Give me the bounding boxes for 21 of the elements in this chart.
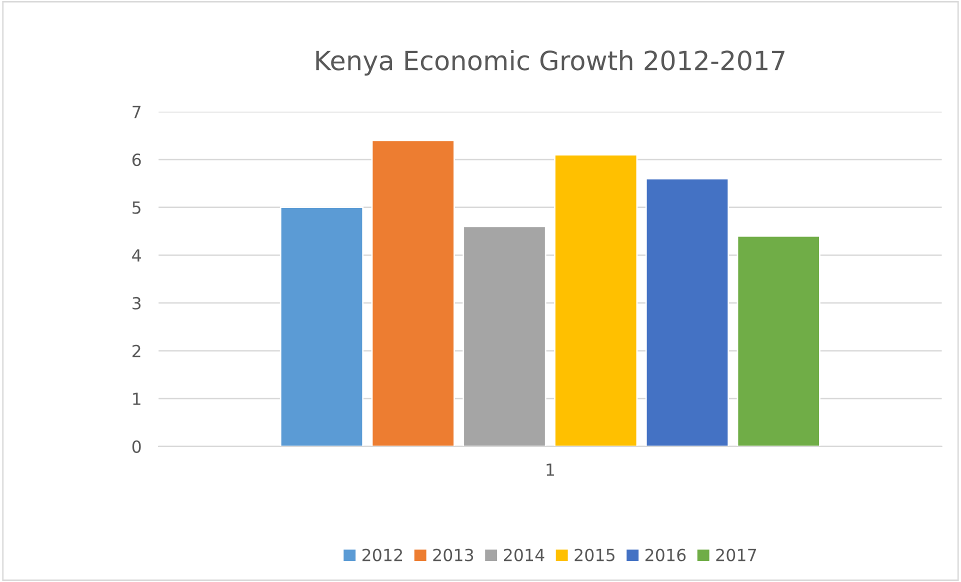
bar	[371, 140, 455, 446]
y-tick-label: 0	[132, 440, 141, 453]
legend-label: 2014	[504, 548, 544, 562]
bar	[554, 154, 638, 446]
y-tick-label: 3	[132, 296, 141, 310]
bar	[736, 235, 820, 446]
y-tick-label: 5	[132, 202, 140, 214]
y-tick-label: 7	[132, 106, 140, 118]
legend-label: 2016	[645, 548, 686, 562]
bar	[280, 206, 364, 446]
y-tick-label: 4	[132, 249, 141, 262]
y-tick-label: 2	[132, 344, 140, 358]
bar	[645, 178, 730, 446]
legend-label: 2015	[574, 548, 614, 562]
y-tick-label: 1	[133, 392, 140, 405]
y-tick-label: 6	[132, 154, 141, 166]
chart-title: Kenya Economic Growth 2012-2017	[316, 50, 784, 76]
legend-label: 2012	[362, 548, 402, 562]
bar	[462, 226, 546, 446]
legend-label: 2017	[716, 548, 756, 562]
legend-label: 2013	[433, 548, 474, 562]
